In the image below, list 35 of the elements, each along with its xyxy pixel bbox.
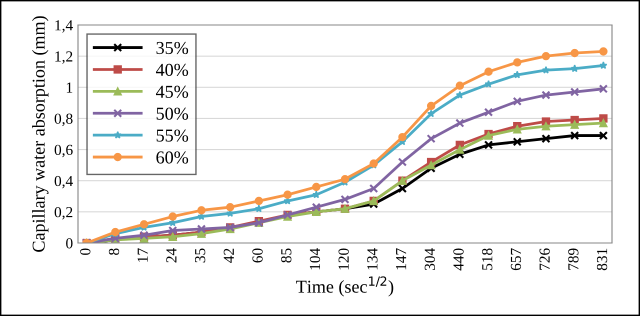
legend-label: 45% — [156, 86, 188, 98]
y-tick-label: 0,2 — [54, 207, 72, 220]
x-tick-label: 657 — [510, 248, 522, 270]
x-tick-label: 304 — [424, 248, 435, 270]
x-tick-label: 8 — [108, 248, 120, 255]
y-axis-title: Capillary water absorption (mm) — [32, 16, 48, 252]
x-tick-label: 104 — [310, 248, 320, 270]
y-tick-label: 1 — [66, 82, 72, 93]
legend-label: 35% — [156, 42, 188, 54]
y-tick-label: 0 — [66, 238, 73, 248]
x-tick-label: 85 — [281, 248, 292, 263]
y-tick-label: 1,2 — [55, 51, 72, 64]
x-tick-label: 35 — [195, 248, 206, 262]
x-tick-label: 789 — [568, 248, 578, 270]
x-tick-label: 120 — [338, 248, 349, 270]
y-tick-label: 1,4 — [55, 20, 73, 33]
x-tick-label: 831 — [596, 248, 608, 270]
legend-label: 50% — [156, 108, 188, 120]
y-tick-label: 0,8 — [54, 114, 73, 126]
legend-label: 40% — [156, 64, 188, 76]
x-tick-label: 147 — [396, 248, 406, 270]
x-tick-label: 24 — [166, 248, 176, 262]
y-tick-label: 0,4 — [54, 176, 73, 188]
x-tick-label: 134 — [367, 248, 378, 270]
x-tick-label: 0 — [80, 248, 90, 255]
x-tick-label: 726 — [540, 248, 550, 270]
y-tick-label: 0,6 — [54, 144, 73, 158]
legend-label: 55% — [156, 129, 188, 142]
x-axis-title: Time (sec$^{1/2}$) — [296, 276, 394, 296]
x-tick-label: 60 — [252, 248, 263, 262]
x-tick-label: 42 — [224, 248, 234, 263]
x-tick-label: 440 — [453, 248, 464, 270]
x-tick-label: 17 — [138, 248, 148, 262]
legend-label: 60% — [156, 151, 188, 164]
x-tick-label: 518 — [482, 248, 492, 270]
